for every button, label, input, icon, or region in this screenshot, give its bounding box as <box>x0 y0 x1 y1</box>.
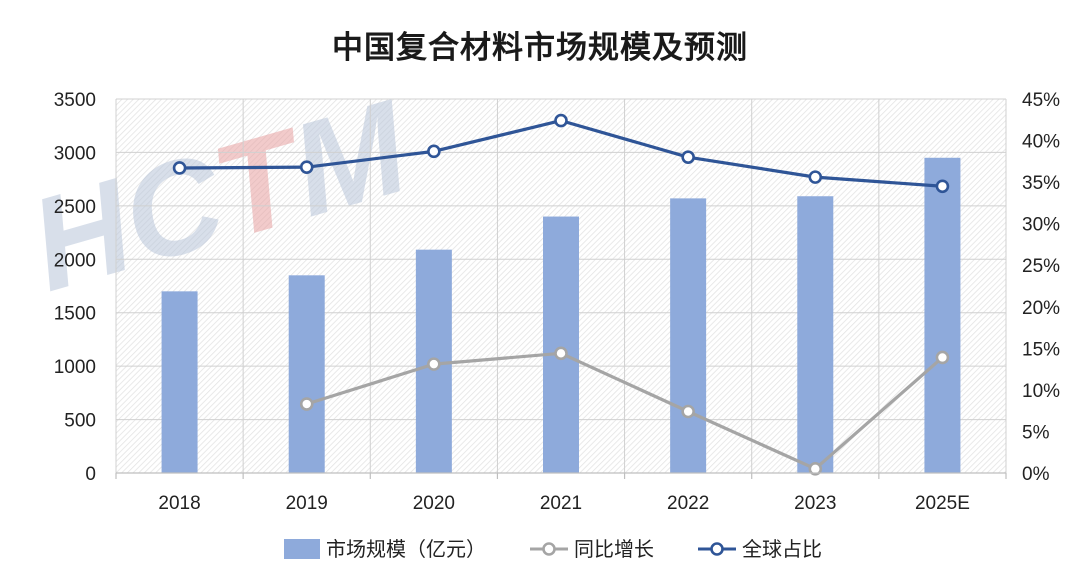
point <box>681 404 695 419</box>
x-tick-label: 2018 <box>158 493 200 514</box>
legend-swatch-marker <box>710 542 724 556</box>
x-tick-label: 2022 <box>667 493 709 514</box>
bar <box>670 198 707 473</box>
bar <box>924 157 961 473</box>
y-left-tick-label: 1500 <box>54 304 96 325</box>
chart-title: 中国复合材料市场规模及预测 <box>332 30 748 66</box>
y-left-tick-label: 3000 <box>54 143 96 164</box>
point <box>935 350 950 365</box>
y-right-tick-label: 10% <box>1022 381 1060 402</box>
line-series <box>172 113 950 476</box>
series-line <box>306 351 944 471</box>
y-left-tick-label: 2500 <box>54 197 96 218</box>
y-right-tick-label: 40% <box>1022 132 1060 153</box>
point <box>299 397 314 411</box>
y-left-tick-label: 2000 <box>54 250 96 271</box>
point <box>427 144 441 159</box>
y-left-tick-label: 500 <box>64 411 96 432</box>
x-tick-label: 2021 <box>540 493 582 514</box>
y-left-tick-label: 3500 <box>54 90 96 111</box>
y-right-tick-label: 20% <box>1022 298 1060 319</box>
y-left-tick-label: 1000 <box>54 357 96 378</box>
x-tick-label: 2025E <box>915 493 970 514</box>
y-right-tick-label: 15% <box>1022 339 1060 360</box>
y-right-tick-label: 5% <box>1022 422 1050 443</box>
bar <box>288 275 325 473</box>
x-tick-label: 2019 <box>286 493 328 514</box>
legend-swatch-bar <box>284 539 320 559</box>
x-tick-label: 2020 <box>413 493 455 514</box>
legend-label: 市场规模（亿元） <box>326 537 486 561</box>
point <box>808 462 823 476</box>
legend-swatch-marker <box>542 542 556 556</box>
y-right-tick-label: 45% <box>1022 90 1060 111</box>
legend-label: 全球占比 <box>742 537 822 561</box>
legend: 市场规模（亿元） 同比增长 全球占比 <box>284 537 822 561</box>
point <box>299 160 314 174</box>
bar <box>161 291 198 473</box>
point <box>554 346 568 361</box>
y-right-tick-label: 0% <box>1022 464 1050 485</box>
y-right-tick-label: 35% <box>1022 173 1060 194</box>
y-right-tick-label: 30% <box>1022 215 1060 236</box>
point <box>554 113 568 128</box>
x-tick-label: 2023 <box>794 493 836 514</box>
point <box>808 170 823 184</box>
point <box>172 161 187 175</box>
bar-series <box>161 157 961 474</box>
legend-label: 同比增长 <box>574 537 654 561</box>
axes: 0 500 1000 1500 2000 2500 3000 3500 0% 5% 10% 15% 20… <box>54 90 1060 514</box>
bar <box>797 196 834 474</box>
bar <box>543 216 579 474</box>
point <box>681 150 695 164</box>
point <box>427 357 441 371</box>
y-right-tick-label: 25% <box>1022 256 1060 277</box>
y-left-tick-label: 0 <box>85 464 96 485</box>
point <box>935 179 950 194</box>
